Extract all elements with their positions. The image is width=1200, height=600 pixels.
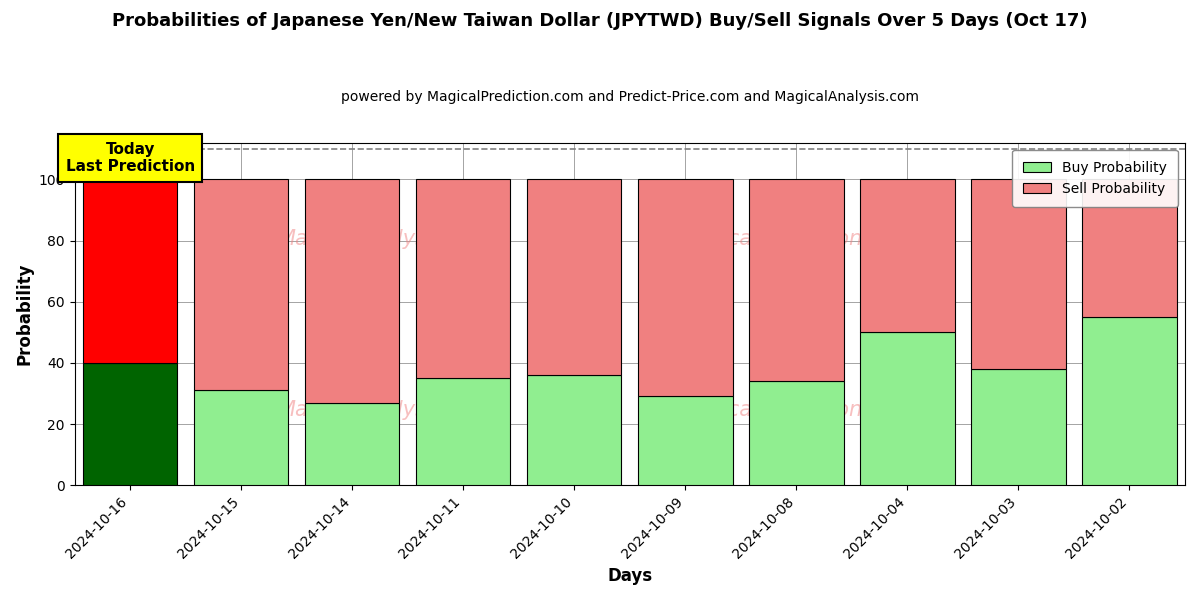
Bar <box>416 179 510 378</box>
Legend: Buy Probability, Sell Probability: Buy Probability, Sell Probability <box>1012 149 1178 207</box>
Text: MagicalPrediction.com: MagicalPrediction.com <box>679 229 914 248</box>
Bar <box>860 332 955 485</box>
Text: Today
Last Prediction: Today Last Prediction <box>66 142 194 174</box>
Bar <box>749 381 844 485</box>
Text: MagicalAnalysis.com: MagicalAnalysis.com <box>277 229 494 248</box>
Bar <box>305 179 400 403</box>
Bar <box>83 363 178 485</box>
Bar <box>971 369 1066 485</box>
Text: MagicalAnalysis.com: MagicalAnalysis.com <box>277 400 494 420</box>
Text: MagicalPrediction.com: MagicalPrediction.com <box>679 400 914 420</box>
Bar <box>638 397 732 485</box>
Bar <box>305 403 400 485</box>
Bar <box>1082 317 1177 485</box>
Bar <box>1082 179 1177 317</box>
Bar <box>194 391 288 485</box>
Y-axis label: Probability: Probability <box>16 263 34 365</box>
Title: powered by MagicalPrediction.com and Predict-Price.com and MagicalAnalysis.com: powered by MagicalPrediction.com and Pre… <box>341 90 919 104</box>
Bar <box>971 179 1066 369</box>
Bar <box>638 179 732 397</box>
Bar <box>194 179 288 391</box>
Bar <box>83 179 178 363</box>
Bar <box>860 179 955 332</box>
Bar <box>527 179 622 375</box>
Text: Probabilities of Japanese Yen/New Taiwan Dollar (JPYTWD) Buy/Sell Signals Over 5: Probabilities of Japanese Yen/New Taiwan… <box>112 12 1088 30</box>
Bar <box>416 378 510 485</box>
Bar <box>527 375 622 485</box>
Bar <box>749 179 844 381</box>
X-axis label: Days: Days <box>607 567 653 585</box>
